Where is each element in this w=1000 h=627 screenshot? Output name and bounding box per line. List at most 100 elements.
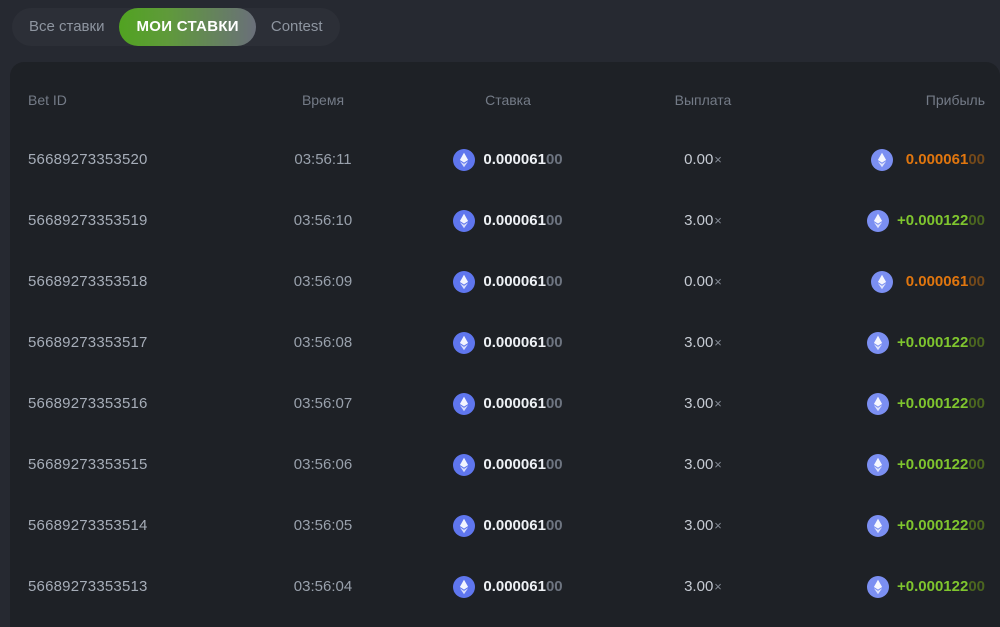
time-cell: 03:56:07	[293, 395, 353, 412]
bet-amount: 0.00006100	[483, 273, 563, 290]
table-row[interactable]: 56689273353516 03:56:07 0.00006100 3.00×	[28, 373, 985, 434]
profit-amount: 0.00006100	[905, 273, 985, 290]
table-row[interactable]: 56689273353515 03:56:06 0.00006100 3.00×	[28, 434, 985, 495]
eth-icon	[866, 514, 889, 537]
multiplier-sign: ×	[714, 274, 722, 289]
profit-cell: 0.00006100	[793, 270, 985, 293]
eth-icon	[866, 209, 889, 232]
eth-icon	[866, 331, 889, 354]
header-bet: Ставка	[485, 92, 531, 108]
bets-history-card: Bet ID Время Ставка Выплата Прибыль 5668…	[10, 62, 1000, 627]
tab-my-bets[interactable]: МОИ СТАВКИ	[119, 8, 256, 46]
eth-icon	[453, 209, 476, 232]
profit-cell: +0.00012200	[793, 514, 985, 537]
payout-cell: 3.00×	[684, 334, 722, 351]
payout-cell: 3.00×	[684, 578, 722, 595]
payout-cell: 3.00×	[684, 212, 722, 229]
eth-icon	[453, 575, 476, 598]
bet-id-cell: 56689273353519	[28, 212, 148, 229]
bet-amount: 0.00006100	[483, 151, 563, 168]
multiplier-sign: ×	[714, 213, 722, 228]
payout-cell: 3.00×	[684, 517, 722, 534]
bet-amount-cell: 0.00006100	[403, 514, 613, 537]
tab-all-bets[interactable]: Все ставки	[29, 18, 105, 35]
eth-icon	[866, 392, 889, 415]
eth-icon	[453, 392, 476, 415]
bet-amount-cell: 0.00006100	[403, 270, 613, 293]
table-rows: 56689273353520 03:56:11 0.00006100 0.00×	[28, 129, 985, 617]
header-time: Время	[301, 92, 345, 108]
table-row[interactable]: 56689273353519 03:56:10 0.00006100 3.00×	[28, 190, 985, 251]
bet-amount: 0.00006100	[483, 578, 563, 595]
profit-cell: +0.00012200	[793, 209, 985, 232]
table-row[interactable]: 56689273353513 03:56:04 0.00006100 3.00×	[28, 556, 985, 617]
time-cell: 03:56:08	[293, 334, 353, 351]
profit-amount: +0.00012200	[896, 212, 985, 229]
time-cell: 03:56:04	[293, 578, 353, 595]
payout-cell: 0.00×	[684, 151, 722, 168]
header-profit: Прибыль	[925, 92, 985, 108]
eth-icon	[453, 514, 476, 537]
bet-amount-cell: 0.00006100	[403, 209, 613, 232]
table-header-row: Bet ID Время Ставка Выплата Прибыль	[28, 80, 985, 120]
payout-cell: 3.00×	[684, 395, 722, 412]
eth-icon	[453, 270, 476, 293]
bet-id-cell: 56689273353518	[28, 273, 148, 290]
profit-cell: +0.00012200	[793, 453, 985, 476]
multiplier-sign: ×	[714, 579, 722, 594]
multiplier-sign: ×	[714, 518, 722, 533]
bet-amount: 0.00006100	[483, 334, 563, 351]
bet-amount: 0.00006100	[483, 395, 563, 412]
bet-amount-cell: 0.00006100	[403, 575, 613, 598]
eth-icon	[866, 575, 889, 598]
tab-contest[interactable]: Contest	[270, 18, 323, 35]
payout-cell: 3.00×	[684, 456, 722, 473]
profit-cell: +0.00012200	[793, 575, 985, 598]
profit-amount: +0.00012200	[896, 578, 985, 595]
profit-amount: +0.00012200	[896, 517, 985, 534]
bet-amount: 0.00006100	[483, 212, 563, 229]
eth-icon	[453, 148, 476, 171]
history-tabs: Все ставки МОИ СТАВКИ Contest	[12, 8, 340, 46]
profit-cell: +0.00012200	[793, 331, 985, 354]
profit-amount: +0.00012200	[896, 395, 985, 412]
eth-icon	[870, 270, 893, 293]
bet-amount-cell: 0.00006100	[403, 453, 613, 476]
time-cell: 03:56:10	[293, 212, 353, 229]
eth-icon	[453, 331, 476, 354]
multiplier-sign: ×	[714, 335, 722, 350]
multiplier-sign: ×	[714, 396, 722, 411]
bet-amount-cell: 0.00006100	[403, 392, 613, 415]
bet-amount-cell: 0.00006100	[403, 148, 613, 171]
time-cell: 03:56:11	[294, 151, 352, 168]
bet-id-cell: 56689273353513	[28, 578, 148, 595]
eth-icon	[866, 453, 889, 476]
table-row[interactable]: 56689273353514 03:56:05 0.00006100 3.00×	[28, 495, 985, 556]
time-cell: 03:56:06	[293, 456, 353, 473]
bet-id-cell: 56689273353516	[28, 395, 148, 412]
header-bet-id: Bet ID	[28, 92, 67, 108]
bet-amount-cell: 0.00006100	[403, 331, 613, 354]
eth-icon	[453, 453, 476, 476]
table-row[interactable]: 56689273353520 03:56:11 0.00006100 0.00×	[28, 129, 985, 190]
bet-id-cell: 56689273353514	[28, 517, 148, 534]
bet-amount: 0.00006100	[483, 517, 563, 534]
time-cell: 03:56:05	[293, 517, 353, 534]
profit-cell: 0.00006100	[793, 148, 985, 171]
profit-cell: +0.00012200	[793, 392, 985, 415]
profit-amount: 0.00006100	[905, 151, 985, 168]
multiplier-sign: ×	[714, 152, 722, 167]
time-cell: 03:56:09	[293, 273, 353, 290]
multiplier-sign: ×	[714, 457, 722, 472]
bet-amount: 0.00006100	[483, 456, 563, 473]
profit-amount: +0.00012200	[896, 456, 985, 473]
bet-id-cell: 56689273353517	[28, 334, 148, 351]
payout-cell: 0.00×	[684, 273, 722, 290]
table-row[interactable]: 56689273353517 03:56:08 0.00006100 3.00×	[28, 312, 985, 373]
profit-amount: +0.00012200	[896, 334, 985, 351]
header-payout: Выплата	[674, 92, 732, 108]
eth-icon	[870, 148, 893, 171]
bet-id-cell: 56689273353520	[28, 151, 148, 168]
bet-id-cell: 56689273353515	[28, 456, 148, 473]
table-row[interactable]: 56689273353518 03:56:09 0.00006100 0.00×	[28, 251, 985, 312]
